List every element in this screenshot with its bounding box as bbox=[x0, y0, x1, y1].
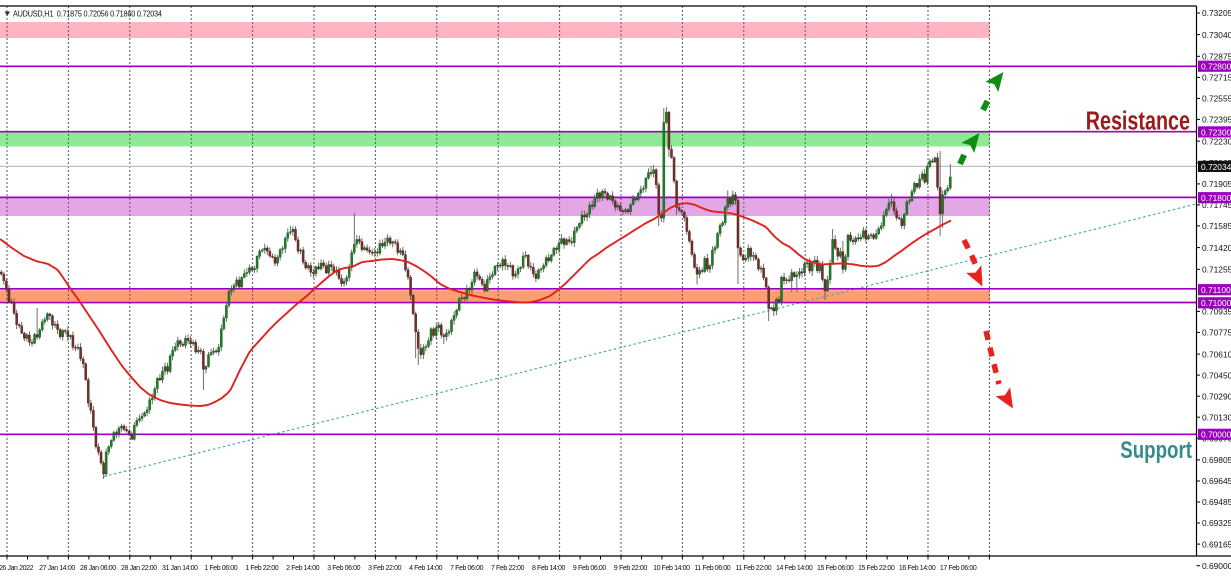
svg-text:16 Feb 14:00: 16 Feb 14:00 bbox=[899, 565, 936, 572]
svg-text:0.71420: 0.71420 bbox=[1202, 243, 1231, 253]
svg-text:2 Feb 14:00: 2 Feb 14:00 bbox=[286, 565, 319, 572]
svg-text:0.71100: 0.71100 bbox=[1201, 285, 1231, 295]
svg-text:1 Feb 06:00: 1 Feb 06:00 bbox=[204, 565, 237, 572]
svg-text:0.71800: 0.71800 bbox=[1201, 193, 1231, 203]
svg-text:0.71000: 0.71000 bbox=[1201, 298, 1231, 308]
svg-text:9 Feb 06:00: 9 Feb 06:00 bbox=[573, 565, 606, 572]
svg-text:9 Feb 22:00: 9 Feb 22:00 bbox=[614, 565, 647, 572]
svg-text:0.71905: 0.71905 bbox=[1202, 179, 1231, 189]
svg-text:Resistance: Resistance bbox=[1086, 106, 1190, 135]
svg-text:27 Jan 14:00: 27 Jan 14:00 bbox=[39, 565, 75, 572]
svg-text:0.70450: 0.70450 bbox=[1202, 370, 1231, 380]
svg-text:0.71585: 0.71585 bbox=[1202, 221, 1231, 231]
svg-text:0.70610: 0.70610 bbox=[1202, 349, 1231, 359]
svg-text:7 Feb 22:00: 7 Feb 22:00 bbox=[491, 565, 524, 572]
svg-text:3 Feb 06:00: 3 Feb 06:00 bbox=[327, 565, 360, 572]
svg-text:Support: Support bbox=[1120, 437, 1192, 464]
svg-text:14 Feb 14:00: 14 Feb 14:00 bbox=[776, 565, 813, 572]
svg-text:0.69485: 0.69485 bbox=[1202, 497, 1231, 507]
svg-text:0.72230: 0.72230 bbox=[1202, 136, 1231, 146]
svg-text:26 Jan 2022: 26 Jan 2022 bbox=[0, 565, 34, 572]
svg-text:0.69325: 0.69325 bbox=[1202, 518, 1231, 528]
svg-text:15 Feb 22:00: 15 Feb 22:00 bbox=[858, 565, 895, 572]
svg-text:0.72555: 0.72555 bbox=[1202, 94, 1231, 104]
svg-text:0.71745: 0.71745 bbox=[1202, 200, 1231, 210]
svg-text:0.70000: 0.70000 bbox=[1201, 430, 1231, 440]
svg-text:0.69645: 0.69645 bbox=[1202, 476, 1231, 486]
svg-text:17 Feb 06:00: 17 Feb 06:00 bbox=[940, 565, 977, 572]
svg-text:0.70290: 0.70290 bbox=[1202, 391, 1231, 401]
svg-text:10 Feb 14:00: 10 Feb 14:00 bbox=[653, 565, 690, 572]
svg-text:11 Feb 06:00: 11 Feb 06:00 bbox=[694, 565, 730, 572]
svg-text:0.72800: 0.72800 bbox=[1201, 62, 1231, 72]
svg-text:0.69805: 0.69805 bbox=[1202, 455, 1231, 465]
svg-text:0.72395: 0.72395 bbox=[1202, 115, 1231, 125]
svg-text:0.70935: 0.70935 bbox=[1202, 307, 1231, 317]
svg-text:11 Feb 22:00: 11 Feb 22:00 bbox=[735, 565, 771, 572]
svg-text:0.73040: 0.73040 bbox=[1202, 30, 1231, 40]
svg-text:15 Feb 06:00: 15 Feb 06:00 bbox=[817, 565, 854, 572]
svg-text:0.69000: 0.69000 bbox=[1202, 561, 1231, 571]
svg-text:4 Feb 14:00: 4 Feb 14:00 bbox=[409, 565, 442, 572]
svg-text:1 Feb 22:00: 1 Feb 22:00 bbox=[245, 565, 278, 572]
svg-text:0.73205: 0.73205 bbox=[1202, 8, 1231, 18]
svg-text:0.70130: 0.70130 bbox=[1202, 412, 1231, 422]
svg-text:7 Feb 06:00: 7 Feb 06:00 bbox=[450, 565, 483, 572]
svg-text:3 Feb 22:00: 3 Feb 22:00 bbox=[368, 565, 401, 572]
svg-text:31 Jan 14:00: 31 Jan 14:00 bbox=[162, 565, 198, 572]
svg-text:28 Jan 22:00: 28 Jan 22:00 bbox=[121, 565, 157, 572]
svg-text:0.72875: 0.72875 bbox=[1202, 52, 1231, 62]
svg-text:0.69165: 0.69165 bbox=[1202, 539, 1231, 549]
svg-text:8 Feb 14:00: 8 Feb 14:00 bbox=[532, 565, 565, 572]
svg-text:0.70775: 0.70775 bbox=[1202, 328, 1231, 338]
svg-text:28 Jan 06:00: 28 Jan 06:00 bbox=[80, 565, 116, 572]
svg-text:0.72034: 0.72034 bbox=[1201, 162, 1231, 172]
svg-text:0.72715: 0.72715 bbox=[1202, 73, 1231, 83]
svg-text:0.72300: 0.72300 bbox=[1201, 127, 1231, 137]
svg-text:0.71255: 0.71255 bbox=[1202, 265, 1231, 275]
svg-text:AUDUSD,H1 0.71875 0.72056 0.7: AUDUSD,H1 0.71875 0.72056 0.71860 0.7203… bbox=[13, 9, 162, 18]
